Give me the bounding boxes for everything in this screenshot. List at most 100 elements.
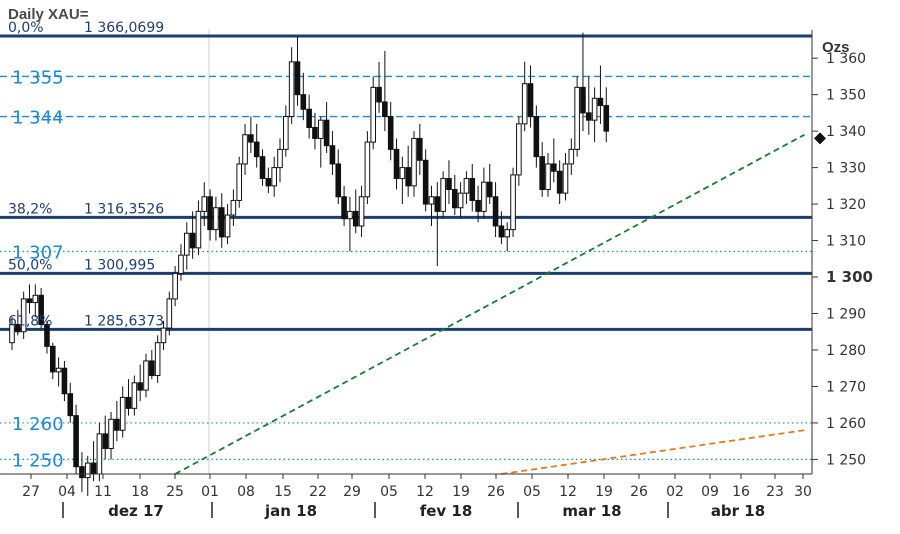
candle <box>451 174 458 216</box>
candle-body-up <box>591 97 598 121</box>
fib-level-value: 1 366,0699 <box>84 20 164 36</box>
candle-body-up <box>108 418 114 449</box>
candle <box>259 149 266 186</box>
candle-body-up <box>364 141 371 198</box>
candle <box>335 149 342 205</box>
candle <box>370 76 377 150</box>
candle-body-up <box>172 272 178 300</box>
candle-body-up <box>224 214 231 238</box>
candle-body-up <box>32 294 39 304</box>
candle-body-up <box>131 382 138 409</box>
candle <box>469 163 476 212</box>
candle <box>230 189 237 226</box>
candle <box>44 320 50 354</box>
candle-body-down <box>405 167 411 187</box>
candle-body-down <box>15 323 21 333</box>
candle <box>84 455 91 496</box>
candle-body-up <box>317 119 324 139</box>
candle-body-up <box>84 462 91 479</box>
candle <box>201 182 208 226</box>
month-label: fev 18 <box>420 502 473 520</box>
candle <box>131 375 138 416</box>
candle-body-up <box>20 298 27 333</box>
candle-body-down <box>603 105 610 132</box>
y-tick-label: 1 300 <box>826 268 873 286</box>
candle-body-down <box>451 188 458 209</box>
x-tick-label: 12 <box>416 484 434 500</box>
candle-body-down <box>253 141 260 158</box>
candle-body-up <box>178 254 184 274</box>
candle <box>149 349 155 380</box>
candle-body-down <box>306 108 312 128</box>
support-level-label: 1 307 <box>12 243 64 264</box>
candle-body-down <box>539 156 545 190</box>
candle-body-down <box>26 298 33 304</box>
candle-body-down <box>73 415 79 468</box>
month-label: dez 17 <box>108 502 164 520</box>
x-tick-label: 05 <box>380 484 398 500</box>
candle-body-up <box>213 207 219 231</box>
support-level-label: 1 250 <box>12 450 64 471</box>
candle <box>539 142 545 197</box>
candle <box>26 284 33 314</box>
candle-body-down <box>533 116 540 158</box>
candle-body-up <box>399 167 406 180</box>
candle <box>224 204 231 245</box>
candle <box>119 386 126 438</box>
candle <box>213 196 219 241</box>
x-tick-label: 27 <box>22 484 40 500</box>
candle <box>195 200 202 256</box>
resistance-level-label: 1 344 <box>12 108 64 129</box>
candle <box>49 342 56 380</box>
candle <box>277 138 283 183</box>
y-tick-label: 1 260 <box>826 416 866 432</box>
candle-body-up <box>143 360 149 391</box>
candle <box>73 404 79 474</box>
candle-body-down <box>114 418 120 431</box>
y-tick-label: 1 340 <box>826 124 866 140</box>
fib-level-pct: 50,0% <box>8 257 52 273</box>
x-tick-label: 15 <box>274 484 292 500</box>
price-levels <box>0 34 812 461</box>
candle <box>9 317 15 350</box>
candle <box>382 50 388 132</box>
candle-body-down <box>597 97 604 107</box>
candle <box>323 101 330 154</box>
candle-body-up <box>55 367 62 373</box>
candle <box>265 167 272 194</box>
y-tick-label: 1 250 <box>826 452 866 468</box>
candle <box>189 211 196 259</box>
candle-body-up <box>411 137 417 187</box>
month-label: abr 18 <box>711 502 765 520</box>
candle-body-up <box>119 396 126 431</box>
candle-body-down <box>580 86 586 114</box>
candle <box>114 401 120 442</box>
candle <box>434 182 441 267</box>
candle <box>55 357 62 387</box>
x-tick-label: 11 <box>94 484 112 500</box>
candle-body-down <box>248 134 254 143</box>
candle-body-down <box>393 148 400 180</box>
candle <box>457 182 464 219</box>
candle-body-up <box>195 210 202 249</box>
fib-level-pct: 38,2% <box>8 201 52 217</box>
y-tick-label: 1 360 <box>826 51 866 67</box>
candle-body-down <box>102 433 109 449</box>
candle <box>178 244 184 281</box>
x-tick-label: 22 <box>309 484 327 500</box>
candle-body-down <box>556 170 563 194</box>
candle <box>440 171 446 219</box>
candle <box>498 211 505 245</box>
candle <box>312 112 318 150</box>
candle-body-up <box>283 116 289 150</box>
x-tick-label: 02 <box>666 484 684 500</box>
unit-label: Ozs <box>822 39 850 56</box>
candle-body-down <box>475 199 481 212</box>
candle <box>207 189 213 241</box>
candle <box>422 149 429 212</box>
y-tick-label: 1 290 <box>826 307 866 323</box>
candle <box>475 185 481 223</box>
candle <box>317 116 324 168</box>
candle <box>463 171 470 205</box>
